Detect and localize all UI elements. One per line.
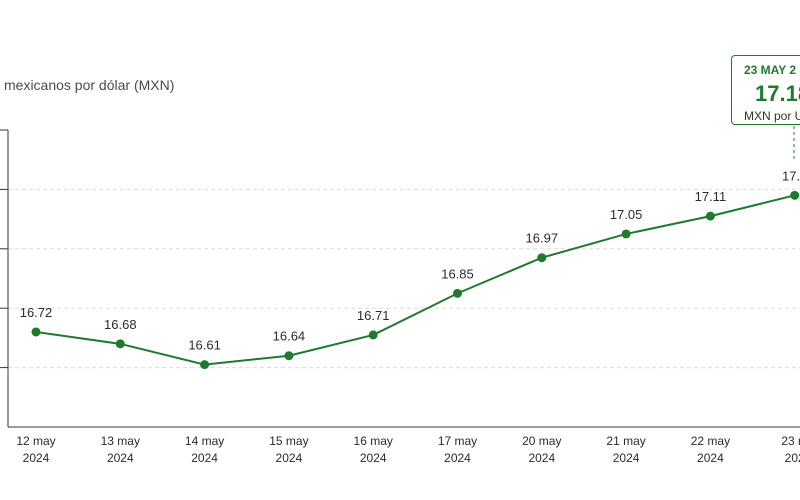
axes xyxy=(0,129,800,428)
x-tick-labels: 12 may 2024 13 may 2024 14 may 2024 15 may 2024… xyxy=(16,434,800,465)
x-tick-label: 2024 xyxy=(444,451,471,465)
x-tick-label: 2024 xyxy=(276,451,303,465)
x-tick-label: 16 may xyxy=(354,434,393,448)
x-tick-label: 2024 xyxy=(107,451,134,465)
x-tick-label: 2024 xyxy=(697,451,724,465)
data-points xyxy=(31,190,800,370)
x-tick-label: 22 may xyxy=(691,434,730,448)
x-tick-label: 13 may xyxy=(101,434,140,448)
data-point xyxy=(705,211,715,221)
x-tick-label: 2024 xyxy=(360,451,387,465)
data-labels: 16.72 16.68 16.61 16.64 16.71 16.85 16.97 17.05… xyxy=(20,168,800,352)
x-tick-label: 21 may xyxy=(606,434,645,448)
data-label: 16.72 xyxy=(20,305,53,320)
data-point xyxy=(621,229,631,239)
data-point xyxy=(537,253,547,263)
data-point xyxy=(200,360,210,370)
data-label: 16.97 xyxy=(526,231,559,246)
grid-lines xyxy=(8,188,800,369)
x-tick-label: 2024 xyxy=(528,451,555,465)
callout-date: 23 MAY 2 xyxy=(744,63,797,77)
data-label: 16.85 xyxy=(441,266,474,281)
data-label: 17.05 xyxy=(610,207,643,222)
data-point xyxy=(115,339,125,349)
data-label: 16.68 xyxy=(104,317,137,332)
data-label: 17.1 xyxy=(782,168,800,183)
data-point xyxy=(453,288,462,298)
x-tick-label: 14 may xyxy=(185,434,224,448)
x-tick-label: 2024 xyxy=(191,451,218,465)
series-line xyxy=(35,194,795,366)
data-point xyxy=(790,190,800,200)
data-label: 17.11 xyxy=(695,189,727,204)
data-point xyxy=(31,327,41,337)
data-label: 16.71 xyxy=(357,308,390,323)
data-label: 16.61 xyxy=(188,338,221,353)
x-tick-label: 12 may xyxy=(16,434,55,448)
x-tick-label: 202 xyxy=(785,451,800,465)
x-tick-label: 15 may xyxy=(269,434,308,448)
latest-value-callout: 23 MAY 2 17.18 MXN por U xyxy=(731,55,800,125)
data-point xyxy=(284,351,294,361)
y-axis-label: mexicanos por dólar (MXN) xyxy=(4,77,175,93)
data-point xyxy=(368,330,378,340)
callout-unit: MXN por U xyxy=(744,109,800,123)
x-tick-label: 17 may xyxy=(438,434,477,448)
callout-value: 17.18 xyxy=(755,81,800,106)
data-label: 16.64 xyxy=(273,329,306,344)
x-tick-label: 23 m xyxy=(781,434,800,448)
x-tick-label: 2024 xyxy=(613,451,640,465)
x-tick-label: 2024 xyxy=(23,451,50,465)
x-tick-label: 20 may xyxy=(522,434,561,448)
